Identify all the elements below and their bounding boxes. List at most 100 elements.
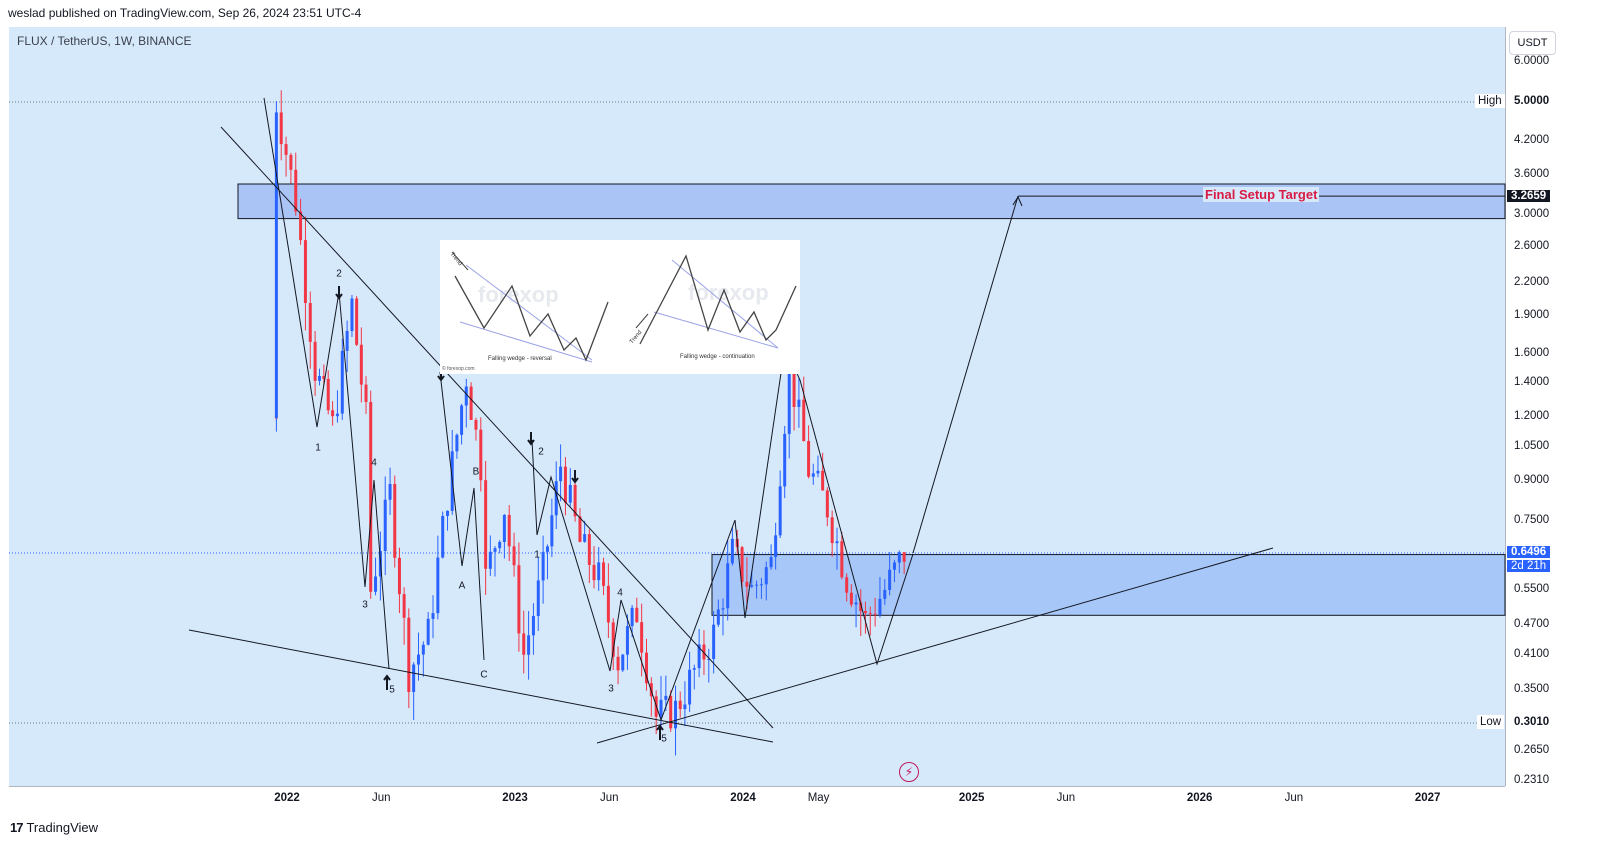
inset-rev-price	[454, 275, 609, 362]
candle-body	[702, 644, 706, 660]
price-tick: 1.2000	[1514, 410, 1550, 423]
countdown-badge: 2d 21h	[1507, 560, 1551, 572]
candle-body	[284, 144, 288, 155]
candle-body	[592, 564, 596, 581]
candle-body	[730, 538, 734, 564]
candle-body	[726, 563, 730, 609]
candle-body	[335, 413, 339, 417]
currency-button[interactable]: USDT	[1509, 31, 1556, 55]
price-tick: 2.6000	[1514, 239, 1550, 252]
time-tick: Jun	[372, 792, 391, 804]
candle-body	[845, 577, 849, 593]
inset-cont-price	[639, 254, 797, 345]
price-tick: 0.5500	[1514, 582, 1550, 595]
candle-body	[740, 547, 744, 582]
candle-body	[878, 598, 882, 615]
candle-body	[421, 644, 425, 655]
candle-body	[397, 557, 401, 595]
candle-body	[854, 602, 858, 605]
candle-body	[412, 664, 416, 693]
candle-body	[484, 514, 488, 569]
candle-body	[345, 331, 349, 351]
down-arrow-marker	[335, 286, 343, 300]
candle-body	[621, 654, 625, 671]
price-axis[interactable]	[1505, 27, 1559, 811]
inset-cont-upper	[671, 259, 779, 349]
candle-body	[498, 541, 502, 549]
wave-label: 5	[389, 684, 395, 696]
candle-body	[568, 484, 572, 503]
candle-body	[441, 515, 445, 558]
candle-body	[849, 592, 853, 605]
wave-2022-impulse	[289, 257, 390, 670]
time-tick: 2025	[958, 792, 985, 804]
candle-body	[460, 405, 464, 435]
candle-body	[750, 585, 754, 587]
time-tick: 2027	[1414, 792, 1441, 804]
high-label: High	[1475, 94, 1505, 108]
down-arrow-marker	[527, 432, 535, 446]
projection-line	[912, 195, 1019, 554]
chart-area[interactable]	[9, 27, 1505, 786]
wave-label: C	[480, 669, 488, 681]
candle-body	[369, 401, 373, 458]
price-tick: 6.0000	[1514, 54, 1550, 67]
candle-body	[359, 344, 363, 385]
candle-body	[678, 700, 682, 710]
drop-line	[263, 97, 291, 259]
price-tick: 3.6000	[1514, 167, 1550, 180]
candle-body	[340, 350, 344, 414]
inset-rev-upper	[465, 264, 593, 361]
wave-2022-abc	[439, 371, 485, 661]
support-zone	[711, 554, 1506, 616]
time-tick: Jun	[1284, 792, 1304, 804]
candle-body	[416, 654, 420, 665]
candle-body	[431, 613, 435, 619]
candle-body	[469, 386, 473, 421]
price-tick: 1.4000	[1514, 376, 1550, 389]
candle-body	[326, 378, 330, 411]
price-tick: 4.2000	[1514, 133, 1550, 146]
wedge-lower-line	[188, 629, 774, 743]
candle-body	[625, 626, 629, 655]
time-tick: Jun	[600, 792, 619, 804]
candle-body	[863, 611, 867, 614]
candle-body	[563, 466, 567, 503]
low-value: 0.3010	[1514, 716, 1550, 728]
candle-body	[616, 656, 620, 671]
candle-body	[527, 635, 531, 655]
wave-label: 3	[362, 599, 368, 611]
candle-body	[308, 303, 312, 342]
tradingview-logo[interactable]: 17 TradingView	[10, 820, 98, 835]
target-price-badge: 3.2659	[1507, 190, 1551, 202]
time-tick: Jun	[1056, 792, 1076, 804]
candle-body	[883, 589, 887, 599]
candle-body	[479, 429, 483, 481]
candle-body	[383, 499, 387, 552]
candle-body	[821, 470, 825, 491]
candle-body	[317, 376, 321, 381]
final-setup-target-label: Final Setup Target	[1203, 187, 1320, 202]
wave-label: 1	[534, 549, 540, 561]
candle-body	[364, 384, 368, 402]
price-tick: 0.2310	[1514, 774, 1550, 787]
candle-body	[597, 562, 601, 581]
time-axis[interactable]	[9, 786, 1505, 812]
candle-body	[697, 644, 701, 669]
candle-body	[769, 557, 773, 568]
symbol-title: FLUX / TetherUS, 1W, BINANCE	[17, 34, 192, 48]
candle-body	[835, 541, 839, 544]
candle-body	[407, 617, 411, 693]
lightning-icon[interactable]: ⚡	[899, 762, 919, 782]
candle-body	[512, 546, 516, 566]
candle-body	[587, 534, 591, 565]
candle-body	[669, 695, 673, 729]
wave-label: B	[472, 466, 480, 478]
time-tick: 2024	[730, 792, 756, 804]
price-tick: 1.0500	[1514, 439, 1550, 452]
time-tick: 2022	[274, 792, 300, 804]
candle-body	[313, 341, 317, 381]
candle-body	[745, 581, 749, 587]
candle-body	[446, 510, 450, 516]
candle-body	[840, 541, 844, 578]
